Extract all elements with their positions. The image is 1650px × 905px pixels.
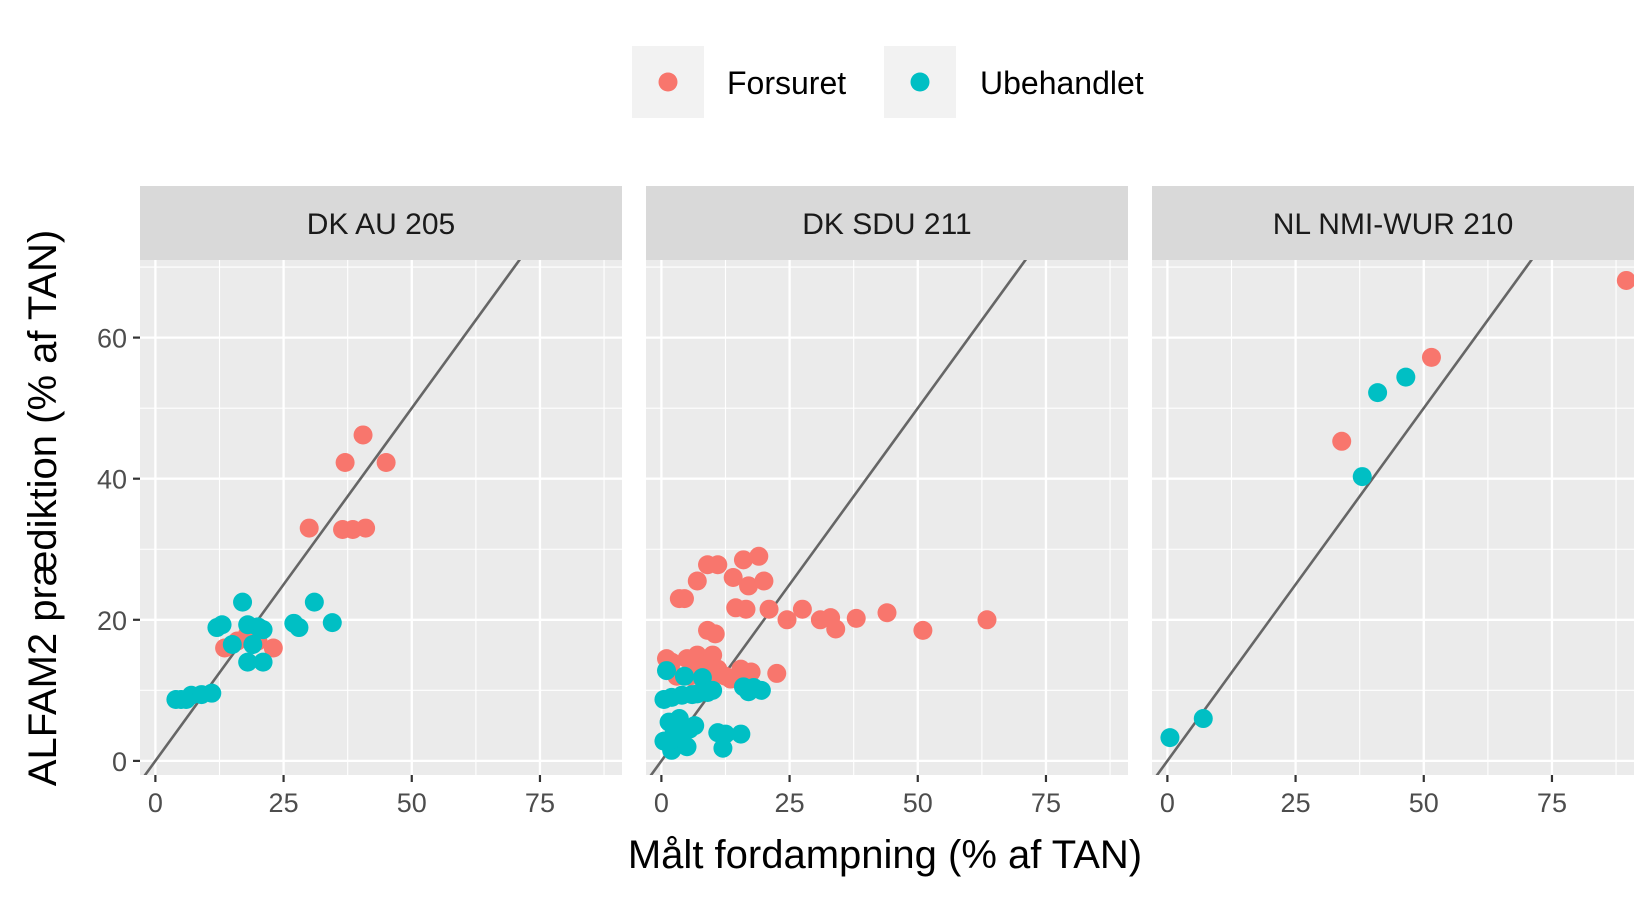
data-point-forsuret	[739, 576, 759, 596]
panel-2: DK SDU 211 0 25 50 75	[646, 186, 1128, 818]
data-point-forsuret	[826, 619, 846, 639]
data-point-forsuret	[759, 599, 779, 619]
data-point-ubehandlet	[674, 666, 694, 686]
data-point-forsuret	[913, 620, 933, 640]
y-tick-label: 20	[97, 606, 127, 636]
x-tick-label: 75	[1537, 788, 1567, 818]
data-point-ubehandlet	[1193, 709, 1213, 729]
data-point-forsuret	[977, 610, 997, 630]
x-tick-label: 0	[654, 788, 669, 818]
data-point-ubehandlet	[243, 634, 263, 654]
x-tick-label: 25	[269, 788, 299, 818]
facet-strip	[646, 186, 1128, 260]
panel-plot-area	[140, 260, 622, 775]
panel-plot-area	[1152, 260, 1634, 775]
data-point-forsuret	[299, 518, 319, 538]
data-point-ubehandlet	[233, 592, 253, 612]
data-point-forsuret	[846, 608, 866, 628]
data-point-ubehandlet	[657, 661, 677, 681]
data-point-ubehandlet	[1160, 728, 1180, 748]
y-tick-label: 0	[112, 747, 127, 777]
panel-background	[646, 260, 1128, 775]
data-point-ubehandlet	[202, 683, 222, 703]
data-point-forsuret	[1332, 431, 1352, 451]
y-tick-label: 40	[97, 465, 127, 495]
data-point-forsuret	[263, 638, 283, 658]
data-point-ubehandlet	[304, 592, 324, 612]
legend-key-forsuret-point	[658, 72, 678, 92]
panel-background	[1152, 260, 1634, 775]
x-tick-label: 75	[1031, 788, 1061, 818]
data-point-forsuret	[723, 567, 743, 587]
facet-strip-label: DK SDU 211	[802, 208, 972, 241]
data-point-ubehandlet	[289, 618, 309, 638]
data-point-forsuret	[705, 624, 725, 644]
data-point-ubehandlet	[1368, 383, 1388, 403]
x-tick-label: 0	[148, 788, 163, 818]
x-tick-label: 0	[1160, 788, 1175, 818]
data-point-ubehandlet	[212, 615, 232, 635]
data-point-forsuret	[777, 610, 797, 630]
x-tick-label: 25	[775, 788, 805, 818]
data-point-ubehandlet	[703, 680, 723, 700]
data-point-forsuret	[733, 550, 753, 570]
facet-strip-label: DK AU 205	[307, 208, 455, 241]
data-point-forsuret	[1421, 347, 1441, 367]
data-point-ubehandlet	[731, 724, 751, 744]
data-point-forsuret	[1616, 270, 1634, 290]
facet-panels: DK AU 205 0 25 50 75 0 20 40 60 DK SDU 211 0 25 50 75…	[97, 186, 1634, 818]
x-tick-label: 50	[903, 788, 933, 818]
data-point-forsuret	[749, 546, 769, 566]
data-point-forsuret	[335, 452, 355, 472]
data-point-ubehandlet	[685, 716, 705, 736]
legend-label-ubehandlet: Ubehandlet	[980, 65, 1144, 101]
data-point-forsuret	[741, 662, 761, 682]
data-point-ubehandlet	[253, 620, 273, 640]
legend: Forsuret Ubehandlet	[632, 46, 1144, 118]
data-point-ubehandlet	[692, 668, 712, 688]
legend-label-forsuret: Forsuret	[727, 65, 846, 101]
data-point-forsuret	[767, 663, 787, 683]
data-point-forsuret	[877, 603, 897, 623]
x-axis-title: Målt fordampning (% af TAN)	[628, 833, 1142, 877]
panel-plot-area	[646, 260, 1128, 775]
data-point-ubehandlet	[1396, 367, 1416, 387]
facet-strip	[140, 186, 622, 260]
data-point-forsuret	[674, 589, 694, 609]
data-point-ubehandlet	[322, 613, 342, 633]
y-tick-label: 60	[97, 324, 127, 354]
x-tick-label: 75	[525, 788, 555, 818]
x-tick-label: 50	[1409, 788, 1439, 818]
data-point-ubehandlet	[751, 680, 771, 700]
data-point-ubehandlet	[677, 737, 697, 757]
data-point-forsuret	[687, 571, 707, 591]
data-point-forsuret	[376, 452, 396, 472]
facet-strip	[1152, 186, 1634, 260]
data-point-forsuret	[792, 599, 812, 619]
data-point-ubehandlet	[715, 724, 735, 744]
data-point-forsuret	[356, 518, 376, 538]
data-point-ubehandlet	[253, 652, 273, 672]
x-tick-label: 25	[1281, 788, 1311, 818]
data-point-forsuret	[353, 425, 373, 445]
identity-reference-line	[1155, 260, 1534, 775]
data-point-forsuret	[736, 599, 756, 619]
panel-3: NL NMI-WUR 210 0 25 50 75	[1152, 186, 1634, 818]
y-axis-title: ALFAM2 prædiktion (% af TAN)	[21, 230, 65, 786]
data-point-ubehandlet	[1352, 467, 1372, 487]
panel-1: DK AU 205 0 25 50 75 0 20 40 60	[97, 186, 622, 818]
data-point-ubehandlet	[238, 652, 258, 672]
x-tick-label: 50	[397, 788, 427, 818]
data-point-forsuret	[754, 571, 774, 591]
legend-key-ubehandlet-point	[910, 72, 930, 92]
data-point-ubehandlet	[713, 738, 733, 758]
data-point-ubehandlet	[222, 634, 242, 654]
facet-strip-label: NL NMI-WUR 210	[1273, 208, 1514, 241]
data-point-forsuret	[708, 555, 728, 575]
